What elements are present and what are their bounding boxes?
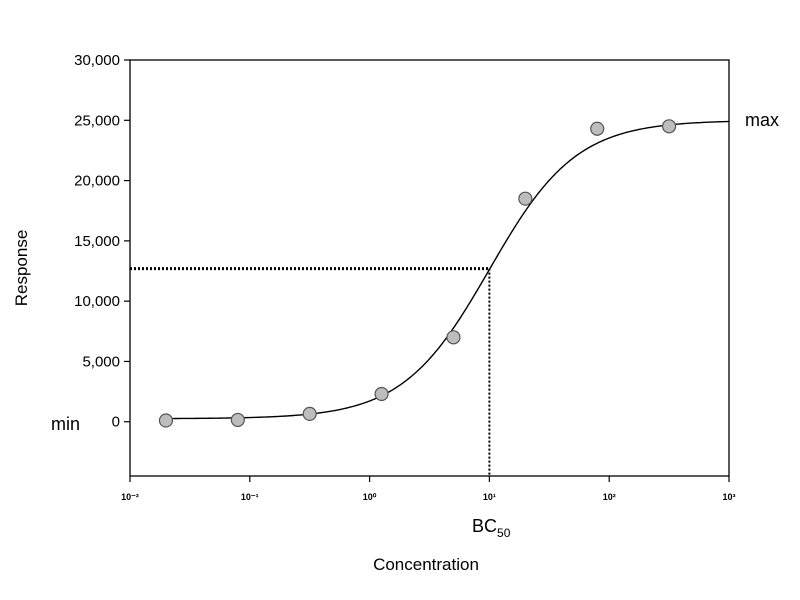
data-point	[374, 386, 389, 402]
x-tick-label: 10²	[603, 492, 616, 502]
y-tick-label: 25,000	[74, 112, 120, 129]
x-tick-label: 10¹	[483, 492, 496, 502]
plot-layer: 0 5,000 10,000 15,000 20,000 25,000 30,000 10⁻²…	[74, 52, 735, 502]
bc50-label: BC50	[472, 516, 511, 540]
data-point	[446, 330, 461, 345]
data-point	[302, 406, 317, 422]
max-label: max	[745, 110, 779, 130]
y-tick-label: 30,000	[74, 52, 120, 69]
min-label: min	[51, 414, 80, 434]
x-tick-label: 10⁻¹	[241, 492, 259, 502]
bc50-label-sub: 50	[497, 526, 511, 540]
y-tick-label: 20,000	[74, 173, 120, 190]
y-tick-label: 5,000	[82, 353, 120, 370]
data-point	[230, 412, 245, 428]
x-tick-label: 10⁻²	[121, 492, 139, 502]
x-tick-label: 10³	[722, 492, 735, 502]
data-point	[590, 121, 605, 136]
x-tick-label: 10⁰	[363, 492, 377, 502]
data-point	[518, 191, 533, 206]
x-axis-label: Concentration	[373, 555, 479, 574]
y-tick-label: 15,000	[74, 233, 120, 250]
bc50-label-main: BC	[472, 516, 497, 536]
data-point	[661, 119, 677, 134]
y-tick-label: 0	[112, 414, 120, 431]
data-point	[158, 413, 174, 428]
y-tick-label: 10,000	[74, 293, 120, 310]
y-axis-label: Response	[12, 230, 31, 307]
